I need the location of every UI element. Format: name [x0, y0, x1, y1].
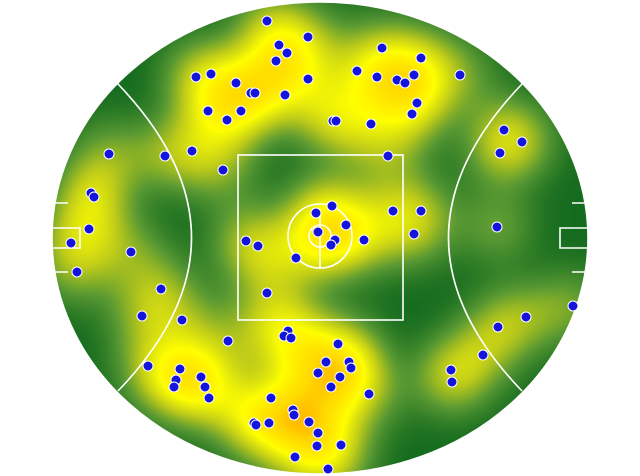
point [408, 228, 420, 240]
point [159, 150, 171, 162]
point [288, 409, 300, 421]
point [199, 381, 211, 393]
point [415, 205, 427, 217]
point [340, 219, 352, 231]
point [363, 388, 375, 400]
point [376, 42, 388, 54]
point [399, 77, 411, 89]
left-goal-square [52, 202, 81, 273]
point [408, 69, 420, 81]
point [454, 69, 466, 81]
point [520, 311, 532, 323]
point [310, 207, 322, 219]
right-arc [447, 83, 523, 392]
point [261, 287, 273, 299]
point [263, 417, 275, 429]
point [358, 234, 370, 246]
point [273, 39, 285, 51]
point [261, 15, 273, 27]
point [240, 235, 252, 247]
point [195, 371, 207, 383]
point [332, 338, 344, 350]
point [325, 239, 337, 251]
point [312, 226, 324, 238]
point [411, 97, 423, 109]
point [252, 240, 264, 252]
point [492, 321, 504, 333]
point [205, 68, 217, 80]
point [202, 105, 214, 117]
point [311, 440, 323, 452]
point [365, 118, 377, 130]
point [203, 392, 215, 404]
point [230, 77, 242, 89]
point [186, 145, 198, 157]
point [516, 136, 528, 148]
point [477, 349, 489, 361]
boundary [51, 1, 589, 475]
point [285, 332, 297, 344]
centre-square [237, 154, 404, 321]
point [103, 148, 115, 160]
point [83, 223, 95, 235]
point [446, 376, 458, 388]
point [289, 451, 301, 463]
point [371, 71, 383, 83]
point [221, 114, 233, 126]
point [265, 392, 277, 404]
point [387, 205, 399, 217]
point [326, 200, 338, 212]
point [335, 439, 347, 451]
point [142, 360, 154, 372]
point [345, 362, 357, 374]
point [334, 371, 346, 383]
point [279, 89, 291, 101]
point [65, 237, 77, 249]
point [320, 356, 332, 368]
point [174, 363, 186, 375]
point [498, 124, 510, 136]
point [190, 71, 202, 83]
point [303, 416, 315, 428]
point [249, 87, 261, 99]
point [351, 65, 363, 77]
point [217, 164, 229, 176]
field-markings [51, 1, 589, 475]
point [415, 52, 427, 64]
point [270, 55, 282, 67]
point [222, 335, 234, 347]
point [235, 105, 247, 117]
points [65, 15, 579, 475]
point [71, 266, 83, 278]
point [567, 300, 579, 312]
point [290, 252, 302, 264]
point [382, 150, 394, 162]
point [406, 108, 418, 120]
point [125, 246, 137, 258]
point [250, 419, 262, 431]
left-arc [117, 83, 193, 392]
point [302, 31, 314, 43]
point [312, 367, 324, 379]
point [168, 381, 180, 393]
point [176, 314, 188, 326]
point [491, 221, 503, 233]
point [136, 310, 148, 322]
point [281, 47, 293, 59]
point [494, 147, 506, 159]
point [445, 364, 457, 376]
point [322, 463, 334, 475]
point [312, 427, 324, 439]
point [302, 73, 314, 85]
point [330, 115, 342, 127]
point [155, 283, 167, 295]
point [325, 381, 337, 393]
right-goal-square [559, 202, 588, 273]
point [88, 191, 100, 203]
